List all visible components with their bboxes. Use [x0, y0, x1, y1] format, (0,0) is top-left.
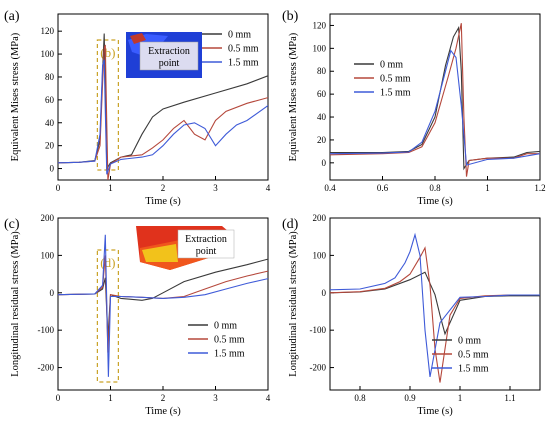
x-tick-label: 0.8 — [429, 183, 441, 193]
y-tick-label: 0 — [322, 158, 327, 168]
legend-label: 0.5 mm — [214, 335, 245, 346]
y-tick-label: 100 — [41, 49, 55, 59]
series-line-0-5-mm — [330, 246, 540, 383]
x-tick-label: 0.6 — [377, 183, 389, 193]
inset-text-line-1: Extraction — [148, 46, 190, 57]
y-tick-label: 100 — [313, 250, 327, 260]
y-tick-label: 80 — [317, 66, 327, 76]
y-tick-label: 20 — [45, 141, 55, 151]
y-axis-label: Equivalent Mises stress (MPa) — [10, 32, 21, 161]
inset-text-box — [177, 229, 235, 259]
inset-text-line-2: point — [159, 58, 180, 69]
x-tick-label: 4 — [266, 393, 271, 403]
y-tick-label: 100 — [41, 250, 55, 260]
y-tick-label: 120 — [313, 20, 327, 30]
x-axis-label: Time (s) — [417, 196, 453, 207]
inset-text-line-1: Extraction — [185, 234, 227, 245]
y-tick-label: 100 — [313, 43, 327, 53]
series-line-1-5-mm — [58, 234, 268, 377]
y-tick-label: 200 — [41, 213, 55, 223]
legend-label: 0 mm — [214, 321, 237, 332]
highlight-label: (d) — [100, 255, 115, 270]
x-tick-label: 1 — [108, 183, 113, 193]
y-tick-label: 20 — [317, 135, 327, 145]
x-tick-label: 2 — [161, 183, 166, 193]
x-tick-label: 1 — [485, 183, 490, 193]
legend-label: 0 mm — [380, 60, 403, 71]
x-tick-label: 2 — [161, 393, 166, 403]
plot-frame — [329, 217, 541, 391]
legend-label: 0.5 mm — [228, 44, 259, 55]
chart-panel-3: 0.8 0.9 1 1.1 -200 -100 0 100 200 Time (s) Longitu… — [282, 213, 541, 417]
panel-label: (d) — [282, 217, 299, 232]
x-tick-label: 1.1 — [504, 393, 515, 403]
x-tick-label: 0.4 — [324, 183, 336, 193]
x-tick-label: 3 — [213, 183, 218, 193]
y-axis-label: Longitudinal residual stress (MPa) — [10, 231, 21, 377]
chart-panel-1: 0.4 0.6 0.8 1 1.2 0 20 40 60 80 100 120 Time (s) Equi… — [282, 9, 546, 207]
inset-text-box — [139, 41, 199, 71]
series-line-1-5-mm — [330, 49, 540, 166]
y-tick-label: 0 — [50, 288, 55, 298]
series-line-1-5-mm — [58, 59, 268, 175]
legend-label: 1.5 mm — [458, 364, 489, 375]
y-tick-label: 40 — [317, 112, 327, 122]
x-axis-label: Time (s) — [417, 406, 453, 417]
legend-label: 0.5 mm — [380, 74, 411, 85]
x-tick-label: 0 — [56, 393, 61, 403]
y-tick-label: -100 — [38, 325, 55, 335]
highlight-label: (b) — [100, 45, 115, 60]
x-tick-label: 3 — [213, 393, 218, 403]
panel-label: (b) — [282, 9, 299, 24]
inset-weld — [142, 244, 178, 262]
series-line-0-mm — [330, 25, 540, 171]
series-line-1-5-mm — [330, 232, 540, 377]
y-tick-label: 60 — [45, 95, 55, 105]
legend-label: 1.5 mm — [214, 349, 245, 360]
chart-panel-2: 0 1 2 3 4 -200 -100 0 100 200 Time (s) Longitudinal… — [4, 213, 271, 417]
y-tick-label: 0 — [50, 164, 55, 174]
legend-label: 0 mm — [458, 336, 481, 347]
legend-label: 1.5 mm — [228, 58, 259, 69]
y-tick-label: 80 — [45, 72, 55, 82]
y-axis-label: Equivalent Mises stress (MPa) — [288, 32, 299, 161]
y-tick-label: 60 — [317, 89, 327, 99]
x-tick-label: 0.8 — [354, 393, 366, 403]
x-tick-label: 4 — [266, 183, 271, 193]
y-tick-label: -200 — [310, 363, 327, 373]
y-axis-label: Longitudinal residual stress (MPa) — [288, 231, 299, 377]
x-axis-label: Time (s) — [145, 196, 181, 207]
x-tick-label: 1.2 — [534, 183, 545, 193]
y-tick-label: 120 — [41, 26, 55, 36]
y-tick-label: -200 — [38, 363, 55, 373]
y-tick-label: 200 — [313, 213, 327, 223]
y-tick-label: 40 — [45, 118, 55, 128]
highlight-box — [96, 249, 119, 383]
y-tick-label: 0 — [322, 288, 327, 298]
x-tick-label: 0 — [56, 183, 61, 193]
x-tick-label: 1 — [458, 393, 463, 403]
x-tick-label: 1 — [108, 393, 113, 403]
legend-label: 0 mm — [228, 30, 251, 41]
panel-label: (a) — [4, 9, 20, 24]
x-tick-label: 0.9 — [404, 393, 416, 403]
plot-frame — [329, 13, 541, 181]
legend-label: 1.5 mm — [380, 88, 411, 99]
x-axis-label: Time (s) — [145, 406, 181, 417]
inset-text-line-2: point — [196, 246, 217, 257]
series-line-0-mm — [330, 271, 540, 336]
inset-hotspot — [130, 33, 146, 44]
y-tick-label: -100 — [310, 325, 327, 335]
legend-label: 0.5 mm — [458, 350, 489, 361]
panel-label: (c) — [4, 217, 20, 232]
